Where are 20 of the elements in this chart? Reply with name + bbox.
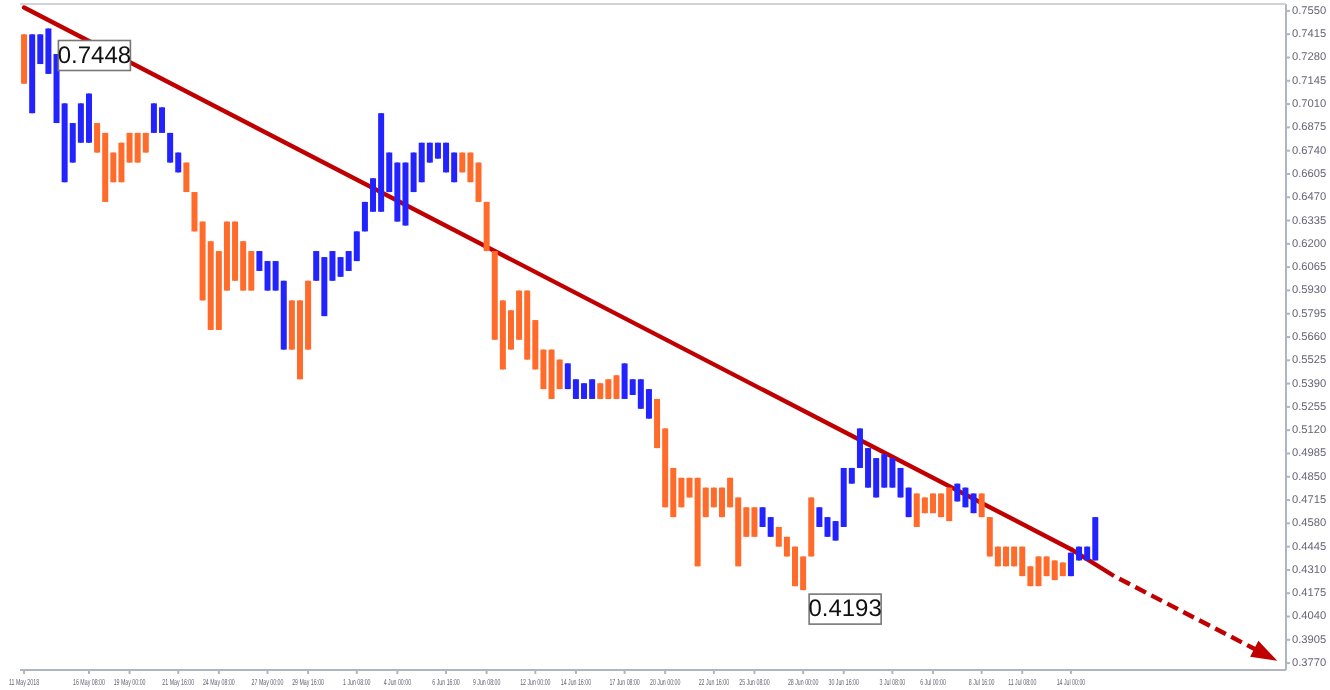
candlestick bbox=[889, 457, 896, 489]
candlestick bbox=[589, 378, 596, 400]
candlestick bbox=[1035, 555, 1042, 588]
candlestick bbox=[605, 378, 612, 400]
candlestick bbox=[751, 506, 758, 538]
candlestick bbox=[613, 374, 620, 400]
candlestick bbox=[1092, 516, 1099, 562]
candlestick bbox=[913, 492, 920, 528]
annotation: 0.4193 bbox=[808, 594, 883, 623]
candlestick bbox=[167, 131, 174, 164]
candlestick bbox=[353, 230, 360, 263]
candlestick bbox=[475, 161, 482, 203]
candlestick bbox=[134, 131, 141, 164]
candlestick bbox=[621, 362, 628, 400]
candlestick bbox=[337, 256, 344, 278]
candlestick bbox=[564, 362, 571, 391]
candlestick bbox=[800, 555, 807, 592]
candlestick bbox=[881, 453, 888, 489]
candlestick bbox=[986, 516, 993, 558]
candlestick bbox=[150, 102, 157, 134]
